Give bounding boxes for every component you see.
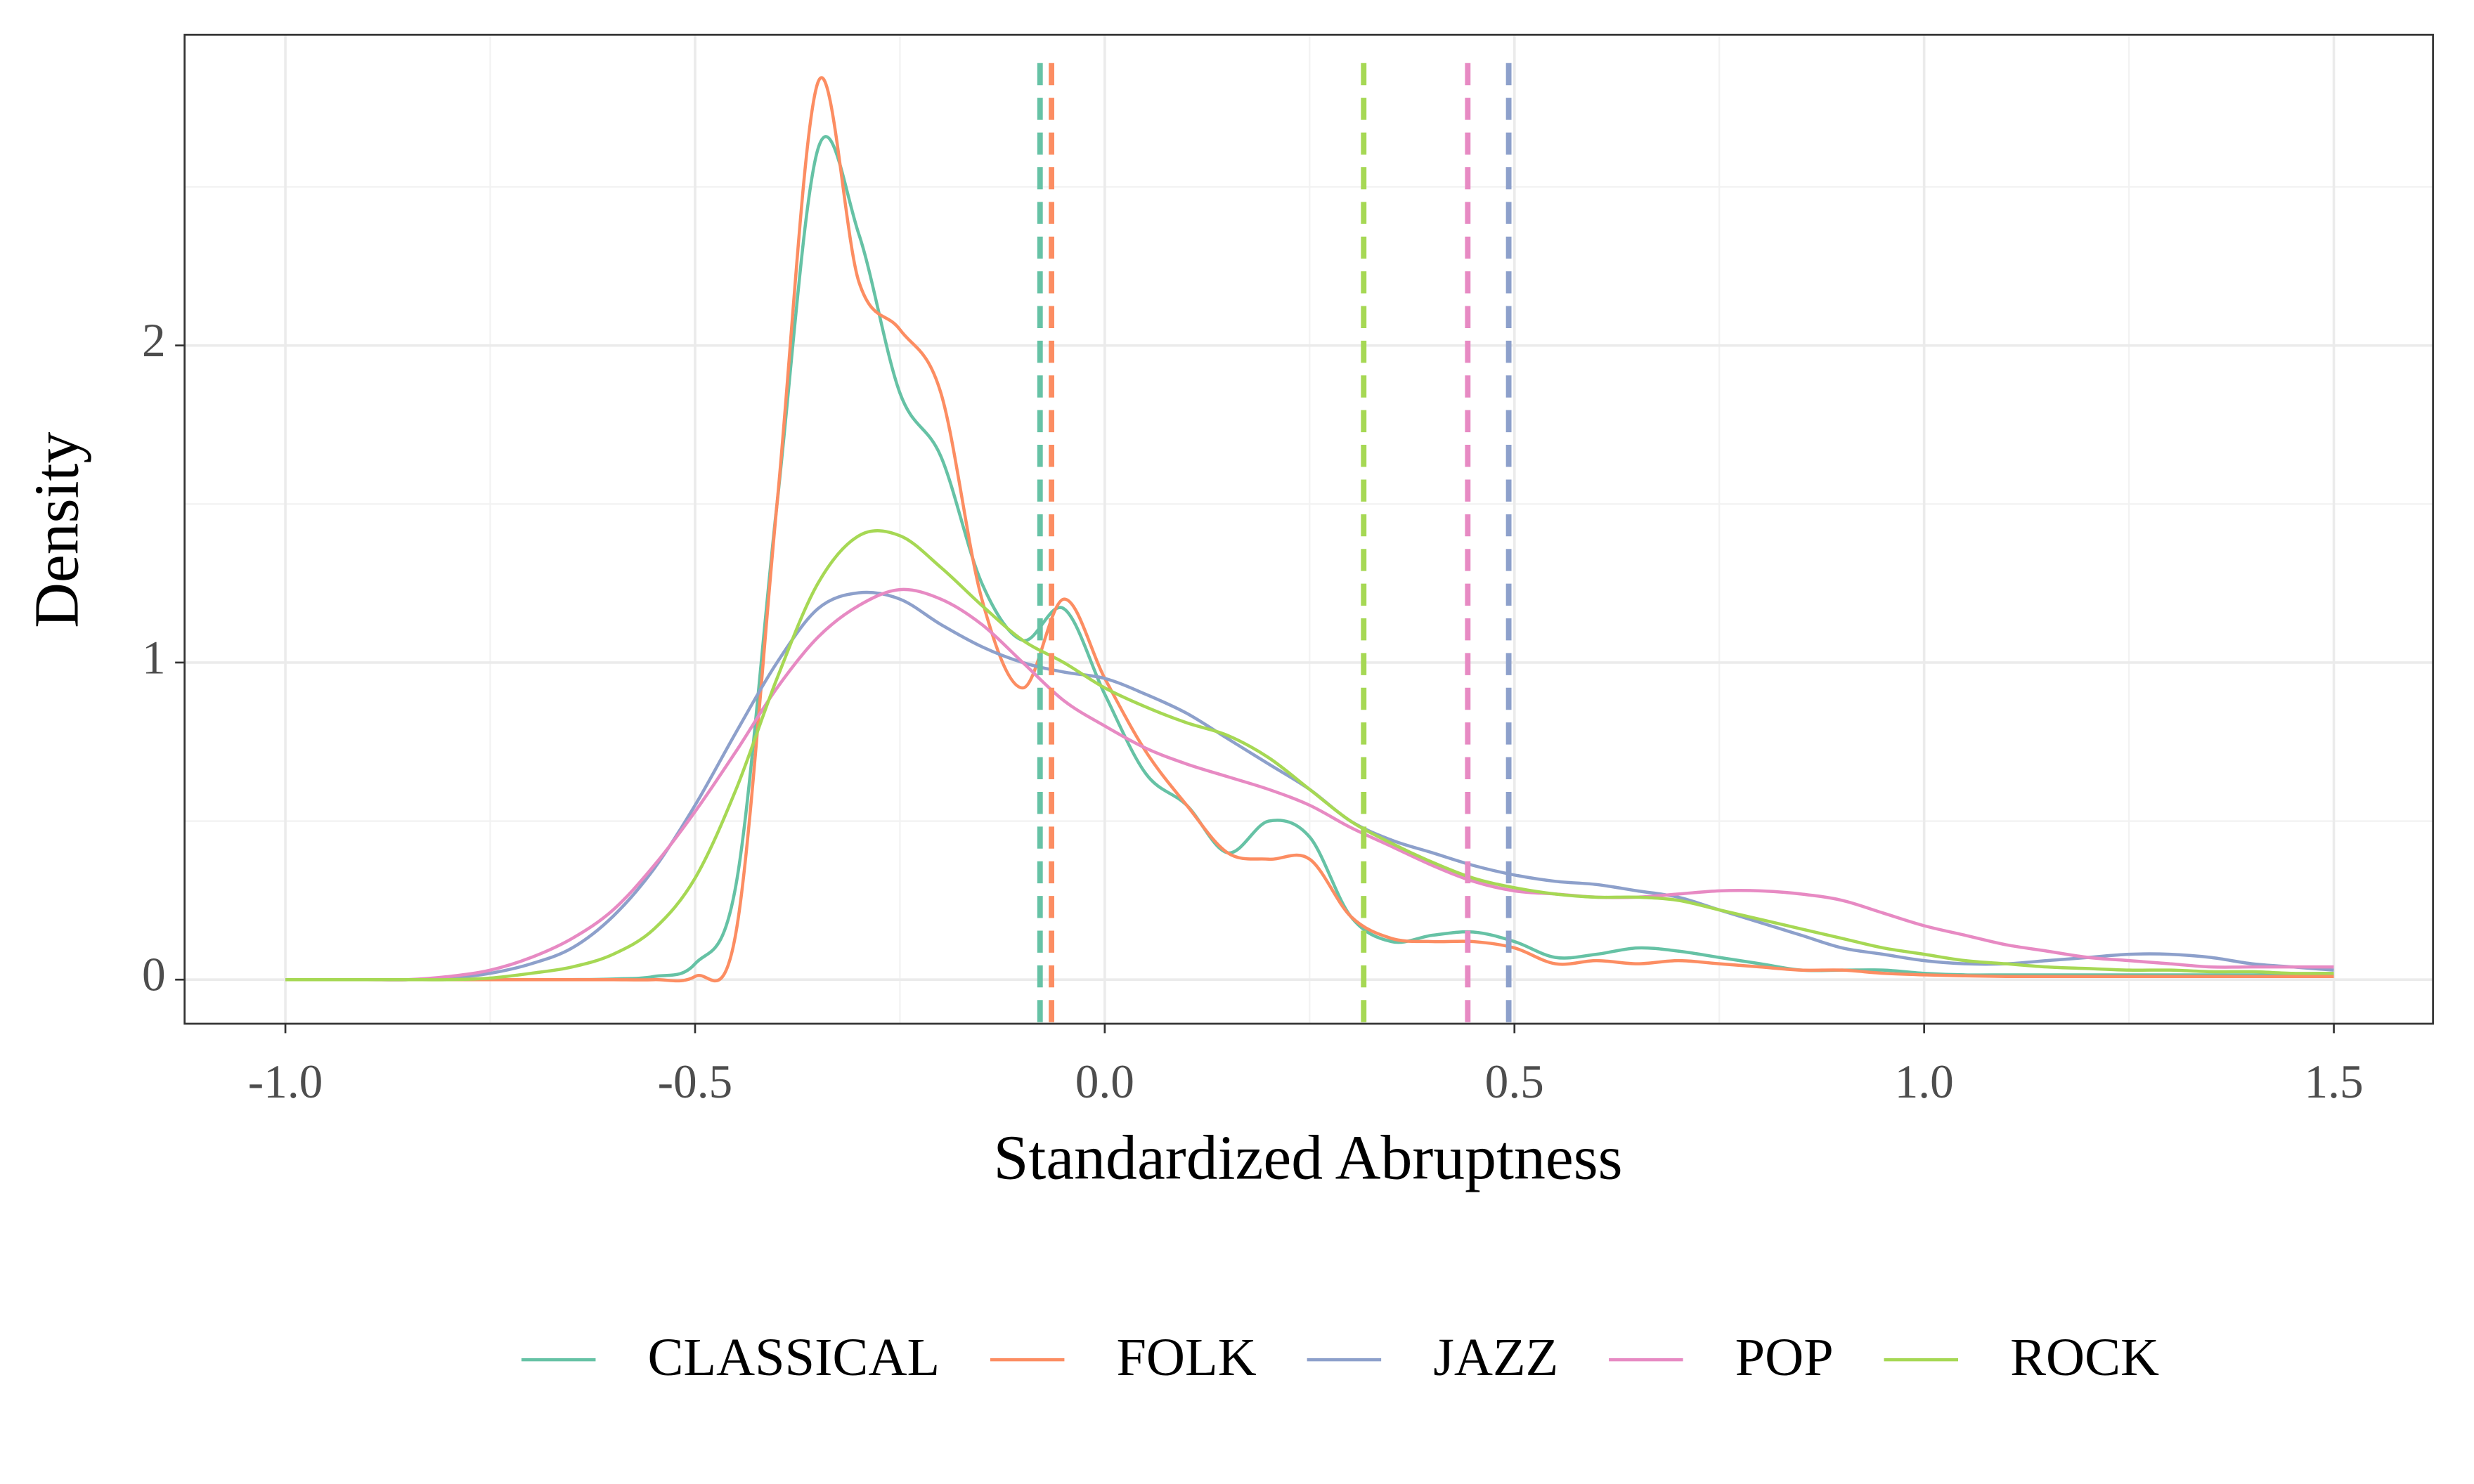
legend-item: JAZZ <box>1307 1327 1558 1387</box>
legend-item: CLASSICAL <box>521 1327 940 1387</box>
legend-item: FOLK <box>990 1327 1257 1387</box>
legend-item: ROCK <box>1884 1327 2159 1387</box>
x-tick-label: 1.5 <box>2304 1055 2363 1108</box>
y-tick-label: 1 <box>142 631 166 684</box>
x-tick-label: 0.5 <box>1485 1055 1544 1108</box>
x-axis-title: Standardized Abruptness <box>993 1123 1622 1192</box>
density-line <box>285 76 2334 983</box>
density-line <box>285 587 2334 982</box>
legend-label: JAZZ <box>1433 1327 1558 1387</box>
legend-item: POP <box>1609 1327 1834 1387</box>
density-line <box>285 590 2334 982</box>
density-line <box>285 529 2334 982</box>
x-tick-label: -1.0 <box>248 1055 323 1108</box>
legend-label: ROCK <box>2010 1327 2159 1387</box>
legend-label: CLASSICAL <box>648 1327 940 1387</box>
x-tick-label: -0.5 <box>658 1055 733 1108</box>
panel-border <box>183 34 2434 1025</box>
x-tick-label: 0.0 <box>1075 1055 1134 1108</box>
y-tick-label: 0 <box>142 949 166 1001</box>
y-axis-title: Density <box>22 432 91 628</box>
x-tick-label: 1.0 <box>1895 1055 1954 1108</box>
legend-label: POP <box>1735 1327 1834 1387</box>
y-tick-label: 2 <box>142 314 166 367</box>
legend-label: FOLK <box>1117 1327 1257 1387</box>
